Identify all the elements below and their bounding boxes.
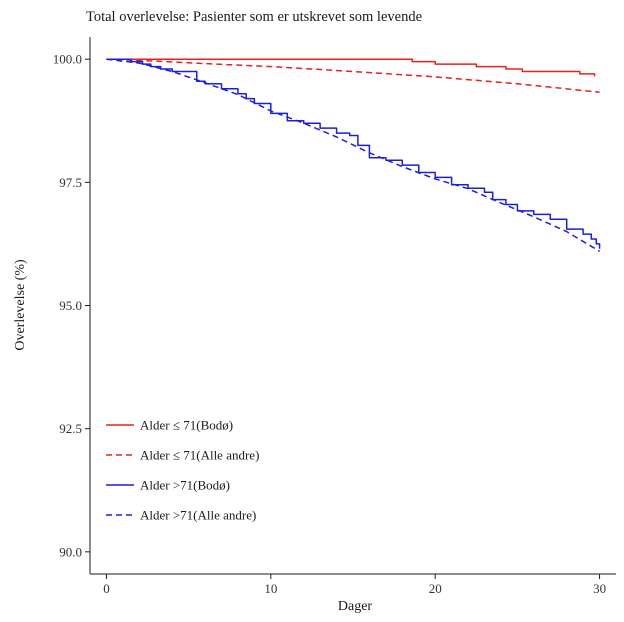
series-layer bbox=[106, 58, 601, 252]
y-tick-label: 95.0 bbox=[59, 298, 82, 313]
legend-label-3: Alder >71(Bodø) bbox=[140, 478, 230, 493]
x-tick-label: 10 bbox=[264, 581, 277, 596]
legend-label-4: Alder >71(Alle andre) bbox=[140, 508, 256, 523]
series-line-2 bbox=[106, 58, 600, 93]
legend: Alder ≤ 71(Bodø) Alder ≤ 71(Alle andre) Al… bbox=[106, 418, 259, 523]
y-tick-label: 97.5 bbox=[59, 175, 82, 190]
series-line-1 bbox=[106, 58, 596, 77]
x-axis-label: Dager bbox=[338, 599, 373, 614]
axes: 90.0 92.5 95.0 97.5 100.0 0 10 20 30 bbox=[53, 37, 616, 596]
y-tick-label: 100.0 bbox=[53, 52, 82, 67]
series-line-3 bbox=[106, 58, 601, 249]
legend-label-2: Alder ≤ 71(Alle andre) bbox=[140, 448, 259, 463]
x-tick-label: 30 bbox=[593, 581, 606, 596]
legend-label-1: Alder ≤ 71(Bodø) bbox=[140, 418, 233, 433]
y-axis-label: Overlevelse (%) bbox=[13, 259, 28, 351]
x-tick-label: 0 bbox=[103, 581, 110, 596]
y-tick-label: 90.0 bbox=[59, 544, 82, 559]
x-tick-label: 20 bbox=[429, 581, 442, 596]
chart-title: Total overlevelse: Pasienter som er utsk… bbox=[86, 9, 422, 25]
y-tick-label: 92.5 bbox=[59, 421, 82, 436]
series-line-4 bbox=[106, 58, 600, 252]
